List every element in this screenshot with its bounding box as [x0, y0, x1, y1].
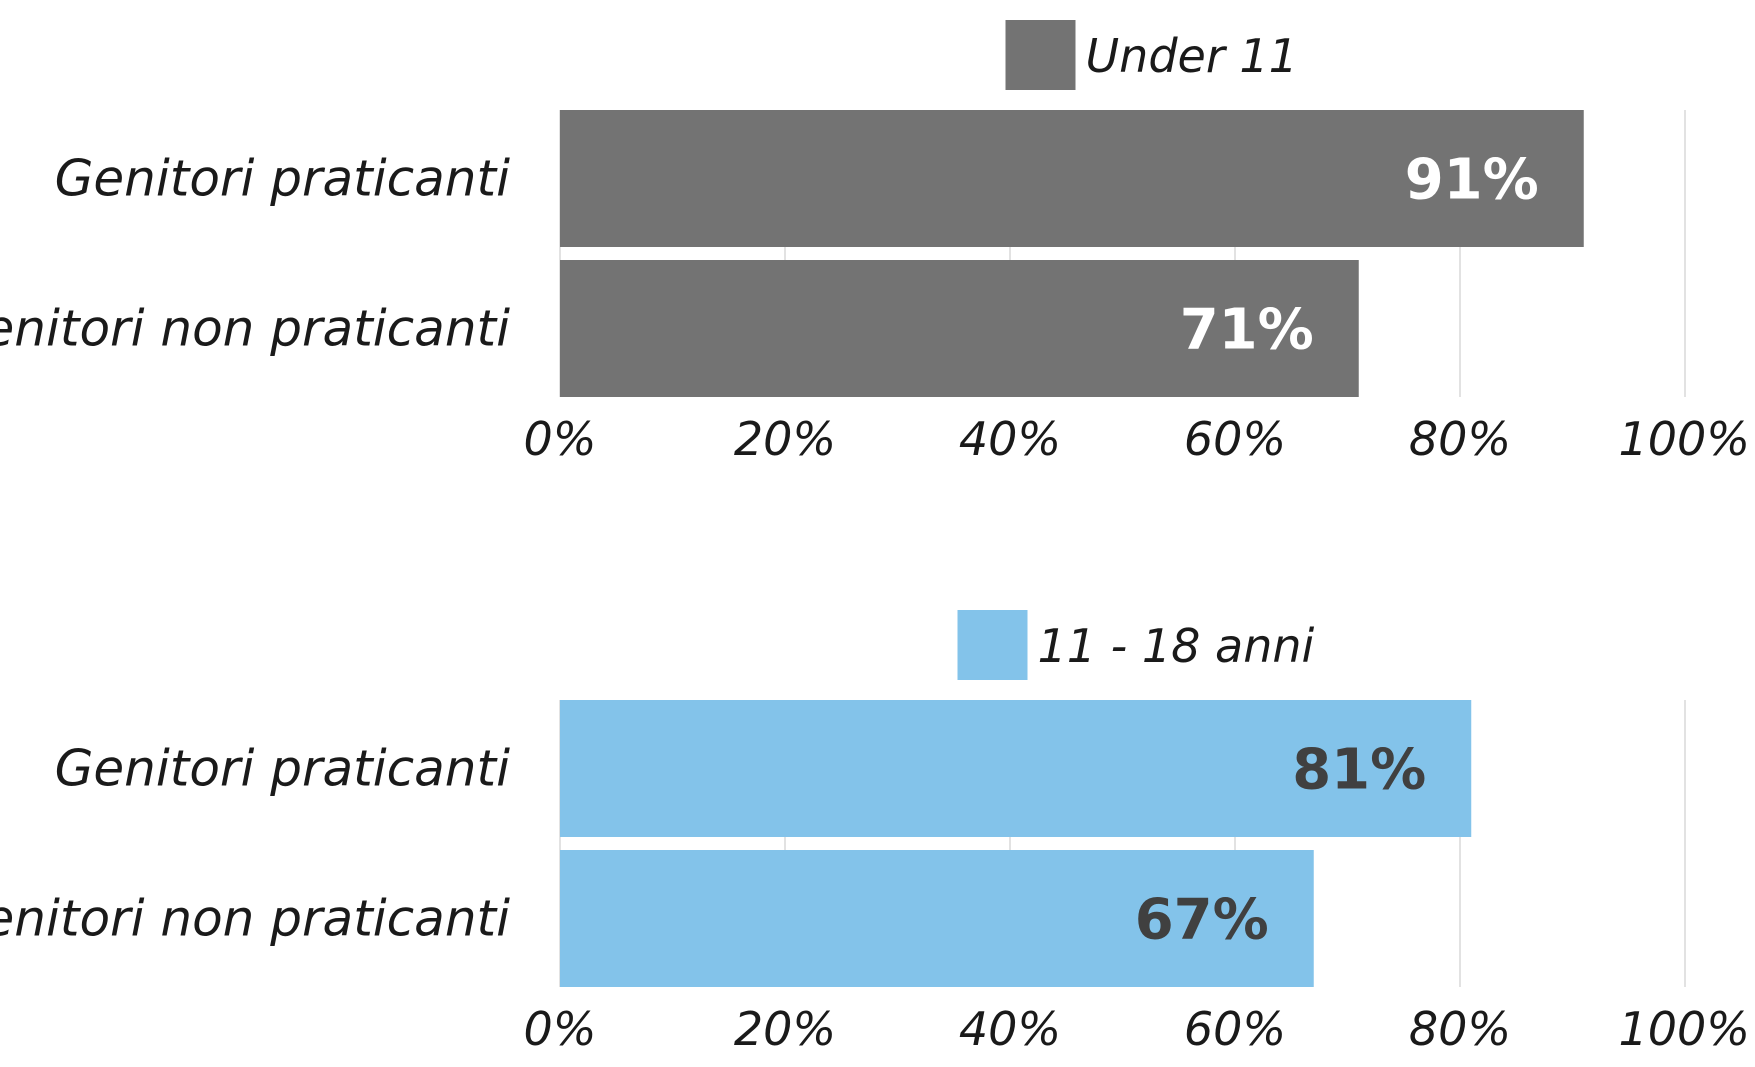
bar-genitori-praticanti[interactable] — [560, 700, 1472, 837]
x-tick-label: 20% — [734, 1002, 836, 1056]
x-tick-label: 40% — [959, 412, 1061, 466]
legend-swatch — [957, 610, 1028, 680]
chart-2: 11 - 18 anni Genitori praticanti 81% Genito… — [0, 610, 1750, 1056]
legend-swatch — [1005, 20, 1076, 90]
bar-genitori-non-praticanti[interactable] — [560, 260, 1359, 397]
category-label: Genitori non praticanti — [0, 300, 510, 358]
bar-genitori-non-praticanti[interactable] — [560, 850, 1314, 987]
legend-label: Under 11 — [1086, 29, 1298, 83]
x-tick-label: 0% — [524, 412, 597, 466]
category-label: Genitori non praticanti — [0, 890, 510, 948]
category-label: Genitori praticanti — [55, 150, 510, 208]
legend-label: 11 - 18 anni — [1038, 619, 1315, 673]
x-tick-label: 0% — [524, 1002, 597, 1056]
x-tick-label: 80% — [1409, 1002, 1511, 1056]
data-label: 81% — [1292, 738, 1426, 803]
x-tick-label: 60% — [1184, 1002, 1286, 1056]
x-tick-label: 80% — [1409, 412, 1511, 466]
bar-genitori-praticanti[interactable] — [560, 110, 1584, 247]
data-label: 71% — [1180, 298, 1314, 363]
data-label: 91% — [1405, 148, 1539, 213]
x-tick-label: 100% — [1618, 1002, 1750, 1056]
x-tick-label: 40% — [959, 1002, 1061, 1056]
data-label: 67% — [1135, 888, 1269, 953]
chart-1: Under 11 Genitori praticanti 91% Genitori n… — [0, 20, 1750, 466]
x-tick-label: 100% — [1618, 412, 1750, 466]
category-label: Genitori praticanti — [55, 740, 510, 798]
x-tick-label: 60% — [1184, 412, 1286, 466]
x-tick-label: 20% — [734, 412, 836, 466]
